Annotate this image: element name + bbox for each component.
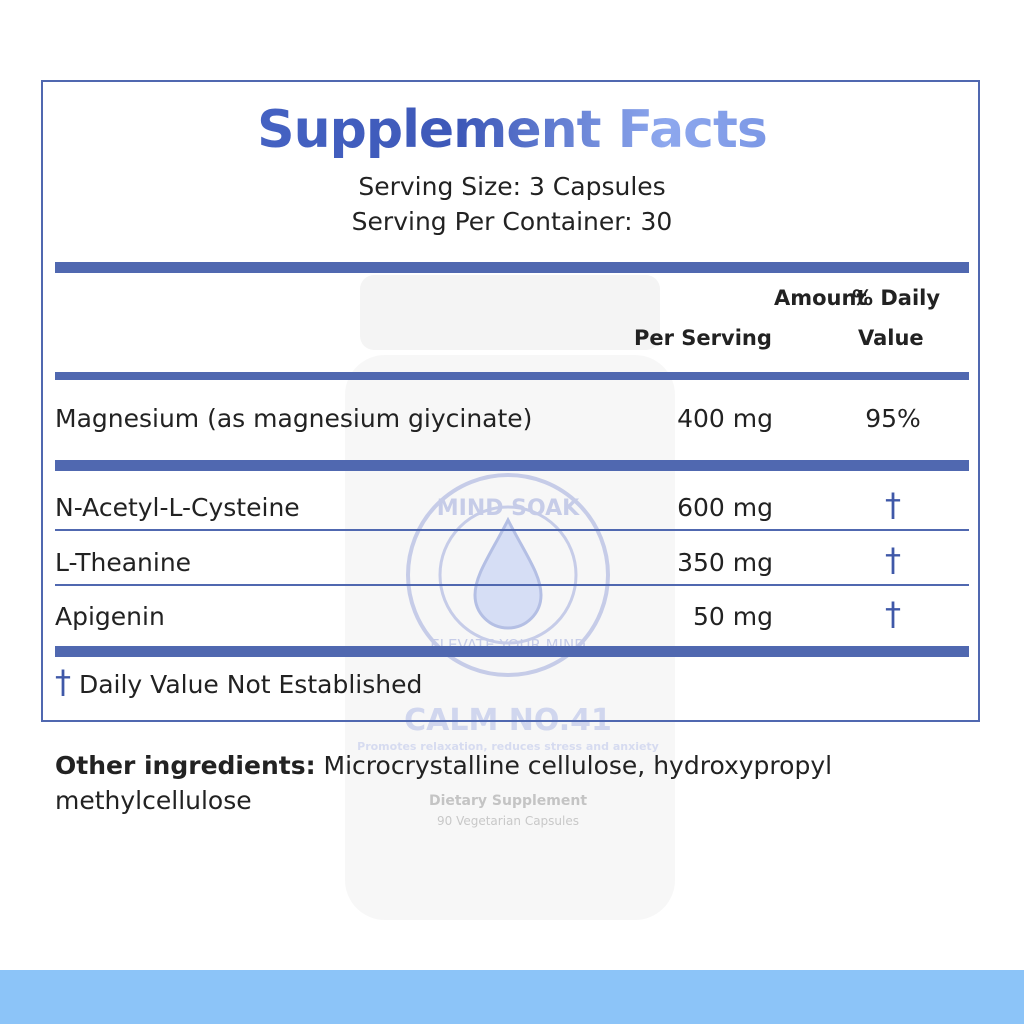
- bottle-claim: Promotes relaxation, reduces stress and …: [357, 740, 659, 753]
- footnote-text: Daily Value Not Established: [78, 670, 423, 699]
- ingredient-name: Magnesium (as magnesium giycinate): [55, 404, 533, 433]
- bottle-type: Dietary Supplement: [429, 793, 587, 809]
- divider: [55, 646, 969, 657]
- other-ingredients-label: Other ingredients:: [55, 751, 316, 780]
- footnote: † Daily Value Not Established: [55, 666, 423, 699]
- supplement-facts-panel: [41, 80, 980, 722]
- page-title: Supplement Facts: [0, 100, 1024, 160]
- bottle-brand: MIND SOAK: [437, 496, 580, 521]
- dagger-icon: †: [885, 486, 901, 524]
- header-daily: % Daily: [852, 286, 941, 310]
- header-value: Value: [858, 326, 924, 350]
- ingredient-dv: 95%: [865, 404, 921, 433]
- bottom-band: [0, 970, 1024, 1024]
- divider: [55, 529, 969, 531]
- divider: [55, 460, 969, 471]
- ingredient-name: Apigenin: [55, 602, 165, 631]
- ingredient-amount: 50 mg: [693, 602, 773, 631]
- ingredient-amount: 400 mg: [677, 404, 773, 433]
- ingredient-name: N-Acetyl-L-Cysteine: [55, 493, 300, 522]
- bottle-count: 90 Vegetarian Capsules: [437, 814, 579, 828]
- header-per-serving: Per Serving: [634, 326, 772, 350]
- dagger-icon: †: [885, 541, 901, 579]
- serving-size: Serving Size: 3 Capsules: [358, 172, 666, 201]
- other-ingredients: Other ingredients: Microcrystalline cell…: [55, 748, 935, 818]
- other-ingredients-text: Microcrystalline cellulose, hydroxypropy…: [55, 751, 833, 815]
- dagger-icon: †: [55, 663, 71, 701]
- ingredient-amount: 600 mg: [677, 493, 773, 522]
- dagger-icon: †: [885, 595, 901, 633]
- header-amount: Amount: [774, 286, 867, 310]
- ingredient-amount: 350 mg: [677, 548, 773, 577]
- ingredient-name: L-Theanine: [55, 548, 192, 577]
- servings-per-container: Serving Per Container: 30: [351, 207, 673, 236]
- divider: [55, 372, 969, 380]
- divider: [55, 584, 969, 586]
- divider: [55, 262, 969, 273]
